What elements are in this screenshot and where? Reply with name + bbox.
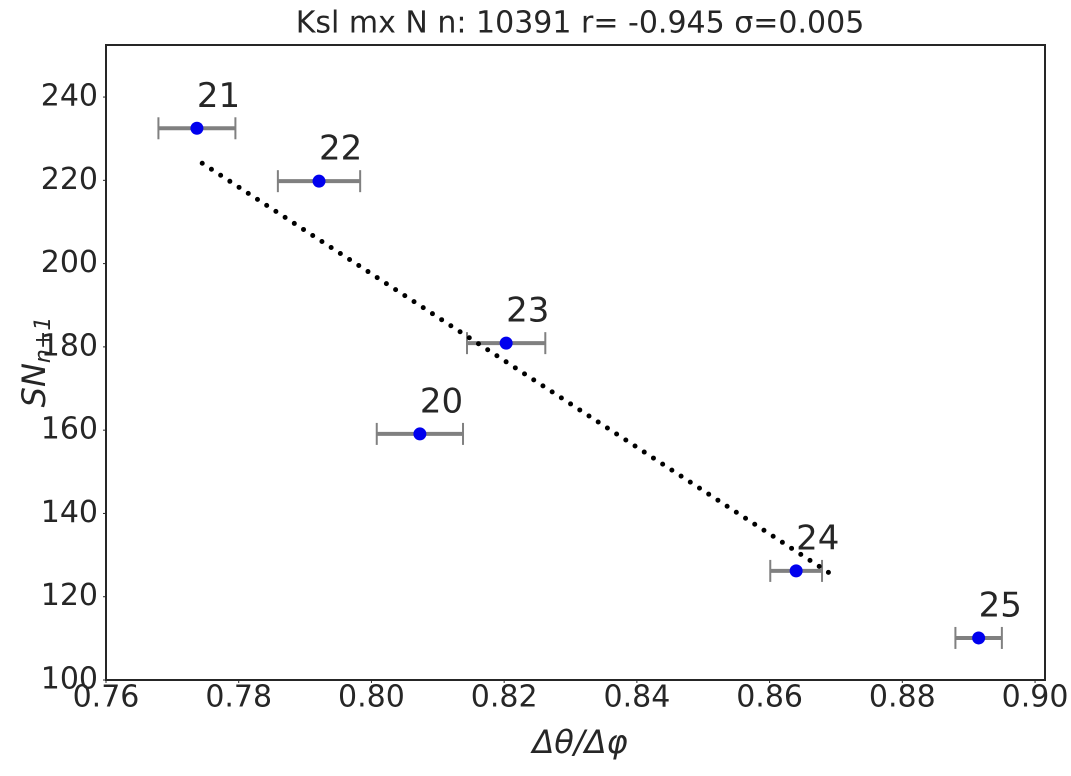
x-tick-label: 0.86 <box>736 680 803 715</box>
point-label: 22 <box>319 129 362 169</box>
point <box>972 631 986 645</box>
x-tick-label: 0.88 <box>869 680 936 715</box>
x-tick-label: 0.78 <box>205 680 272 715</box>
point <box>789 564 803 578</box>
point <box>312 174 326 188</box>
y-tick-label: 160 <box>41 412 98 447</box>
y-tick-label: 140 <box>41 495 98 530</box>
y-label-sub: n+1 <box>31 317 56 363</box>
y-tick-label: 120 <box>41 578 98 613</box>
point <box>413 427 427 441</box>
x-tick-label: 0.76 <box>73 680 140 715</box>
x-axis-label: Δθ/Δφ <box>529 723 627 761</box>
point-label: 23 <box>506 291 549 331</box>
point-label: 24 <box>796 518 839 558</box>
y-tick-label: 100 <box>41 662 98 697</box>
plot-frame <box>105 44 1046 681</box>
x-tick-label: 0.80 <box>338 680 405 715</box>
chart-title: Ksl mx N n: 10391 r= -0.945 σ=0.005 <box>296 6 865 41</box>
point <box>499 336 513 350</box>
x-tick-label: 0.82 <box>471 680 538 715</box>
y-axis-label: SNn+1 <box>15 317 56 408</box>
point <box>190 121 204 135</box>
y-tick-label: 220 <box>41 162 98 197</box>
y-tick-label: 180 <box>41 328 98 363</box>
x-tick-label: 0.84 <box>603 680 670 715</box>
x-tick-label: 0.90 <box>1002 680 1069 715</box>
point-label: 21 <box>197 76 240 116</box>
fit-line <box>199 160 832 576</box>
y-label-main: SN <box>15 363 53 407</box>
y-tick-label: 240 <box>41 79 98 114</box>
y-tick-label: 200 <box>41 245 98 280</box>
point-label: 20 <box>420 381 463 421</box>
point-label: 25 <box>979 585 1022 625</box>
